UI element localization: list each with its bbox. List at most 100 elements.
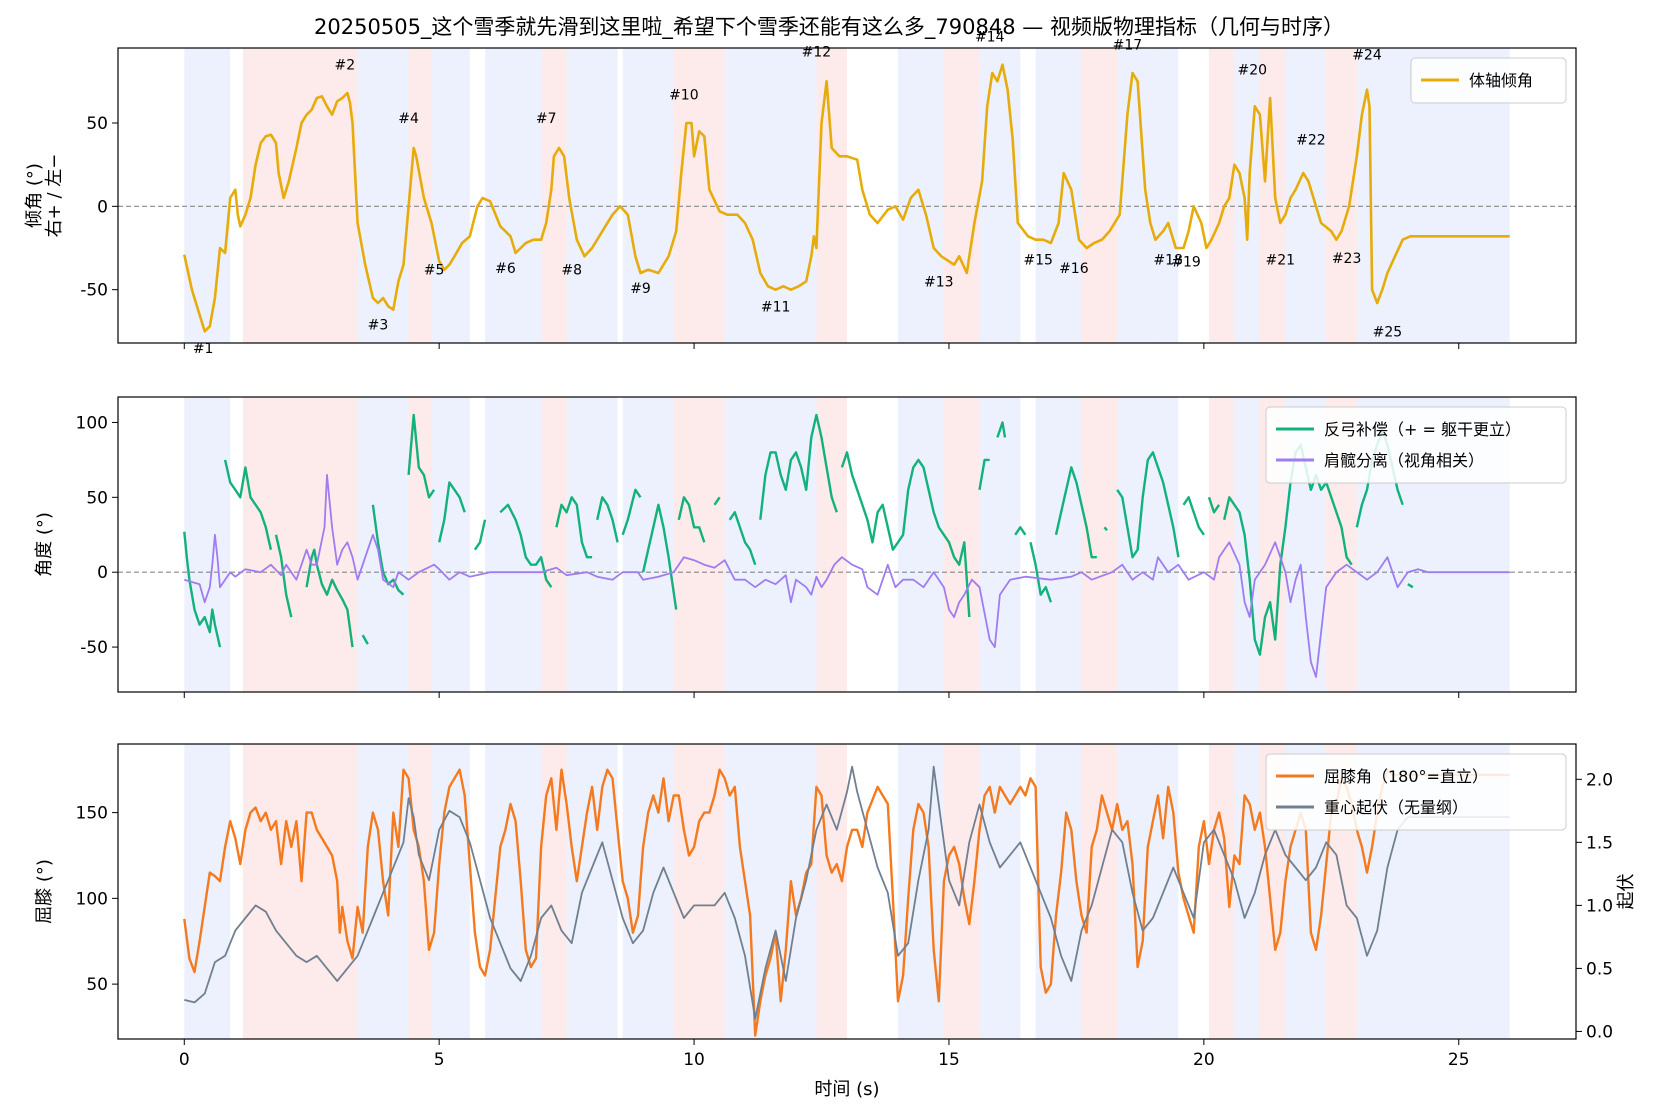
series-line: [361, 634, 369, 645]
annotation-label: #7: [536, 111, 557, 127]
annotation-label: #18: [1153, 253, 1183, 269]
legend: 体轴倾角: [1410, 57, 1567, 104]
series-lines: [183, 765, 1510, 1037]
annotation-label: #14: [975, 29, 1005, 45]
band-blue: [357, 48, 409, 343]
series-line: [1182, 496, 1205, 536]
series-line: [555, 496, 593, 559]
band-red: [541, 397, 567, 692]
series-line: [641, 503, 678, 610]
x-tick-label: 20: [1193, 1050, 1215, 1070]
series-line: [840, 451, 971, 618]
series-line: [1223, 443, 1353, 656]
band-blue: [485, 744, 542, 1039]
y-tick-label: 0: [97, 563, 108, 583]
legend-box: [1410, 57, 1567, 104]
y-tick-label: 150: [76, 804, 108, 824]
series-line: [183, 531, 222, 648]
band-blue: [1152, 397, 1179, 692]
series-line: [499, 503, 553, 588]
y-tick-label: 100: [76, 889, 108, 909]
band-red: [816, 744, 847, 1039]
legend-box: [1265, 406, 1567, 484]
series-line: [184, 765, 1510, 1020]
band-blue: [1234, 397, 1260, 692]
band-red: [1081, 397, 1118, 692]
annotation-label: #16: [1059, 261, 1089, 277]
legend: 反弓补偿（+ = 躯干更立） 肩髋分离（视角相关）: [1265, 406, 1567, 484]
annotation-label: #6: [495, 261, 516, 277]
series-line: [713, 496, 721, 506]
band-red: [1081, 48, 1118, 343]
annotation-label: #3: [368, 318, 389, 334]
series-line: [677, 496, 706, 543]
panel-3: 50 100 150 0.0 0.5 1.0 1.5 2.0 0 5 10 15 20 25 屈膝 (°) 起…: [34, 743, 1637, 1100]
y-axis-label: 屈膝 (°): [34, 859, 55, 924]
series-line: [996, 421, 1007, 438]
y-tick-label: 50: [86, 114, 108, 134]
series-line: [1054, 466, 1097, 559]
annotation-label: #9: [630, 281, 651, 297]
y-tick-label-right: 0.5: [1586, 959, 1613, 979]
x-tick-label: 25: [1448, 1050, 1470, 1070]
y-tick-label: 50: [86, 975, 108, 995]
annotation-label: #4: [398, 111, 419, 127]
band-blue: [1035, 397, 1082, 692]
band-blue: [724, 744, 817, 1039]
band-red: [1259, 48, 1286, 343]
series-line: [621, 488, 642, 536]
y-axis-label: 角度 (°): [34, 512, 55, 577]
band-blue: [1035, 48, 1082, 343]
band-blue: [431, 48, 470, 343]
band-blue: [897, 397, 944, 692]
band-red: [242, 48, 358, 343]
annotation-label: #20: [1238, 63, 1268, 79]
band-blue: [622, 744, 674, 1039]
annotation-label: #23: [1332, 251, 1362, 267]
series-line: [473, 519, 487, 551]
y-tick-label-right: 2.0: [1586, 770, 1613, 790]
band-red: [242, 397, 358, 692]
y-axis-label-right: 起伏: [1616, 874, 1637, 910]
band-blue: [485, 48, 542, 343]
band-red: [408, 744, 432, 1039]
annotation-label: #24: [1352, 48, 1382, 64]
y-tick-label: 50: [86, 488, 108, 508]
band-blue: [1152, 744, 1179, 1039]
band-blue: [979, 48, 1021, 343]
x-tick-label: 0: [179, 1050, 190, 1070]
band-blue: [431, 397, 470, 692]
band-red: [673, 48, 725, 343]
band-red: [1326, 48, 1357, 343]
band-red: [1081, 744, 1118, 1039]
panel-1: #1 #2 #3 #4 #5 #6 #7 #8 #9 #10 #11 #12 #13 #14 #15 #16 #…: [24, 29, 1577, 357]
annotation-label: #8: [561, 263, 582, 279]
figure-title: 20250505_这个雪季就先滑到这里啦_希望下个雪季还能有这么多_790848…: [314, 15, 1344, 40]
band-red: [242, 744, 358, 1039]
y-tick-label-right: 1.5: [1586, 833, 1613, 853]
x-tick-label: 15: [938, 1050, 960, 1070]
x-tick-label: 10: [683, 1050, 705, 1070]
band-red: [541, 744, 567, 1039]
series-line: [978, 458, 990, 491]
series-lines: [183, 413, 1510, 678]
series-line: [274, 534, 293, 618]
legend-entry: 屈膝角（180°=直立）: [1324, 767, 1488, 786]
band-red: [541, 48, 567, 343]
series-line: [1029, 542, 1053, 603]
band-blue: [357, 397, 409, 692]
annotation-label: #19: [1171, 254, 1201, 270]
series-line: [1207, 496, 1221, 514]
band-blue: [485, 397, 542, 692]
annotation-label: #10: [669, 88, 699, 104]
band-blue: [897, 744, 944, 1039]
legend-entry: 肩髋分离（视角相关）: [1324, 451, 1484, 470]
x-tick-label: 5: [434, 1050, 445, 1070]
y-tick-label: 0: [97, 197, 108, 217]
annotation-label: #13: [924, 274, 954, 290]
series-line: [1103, 526, 1108, 532]
y-tick-label-right: 0.0: [1586, 1022, 1613, 1042]
annotation-label: #25: [1373, 324, 1403, 340]
y-tick-label: 100: [76, 413, 108, 433]
